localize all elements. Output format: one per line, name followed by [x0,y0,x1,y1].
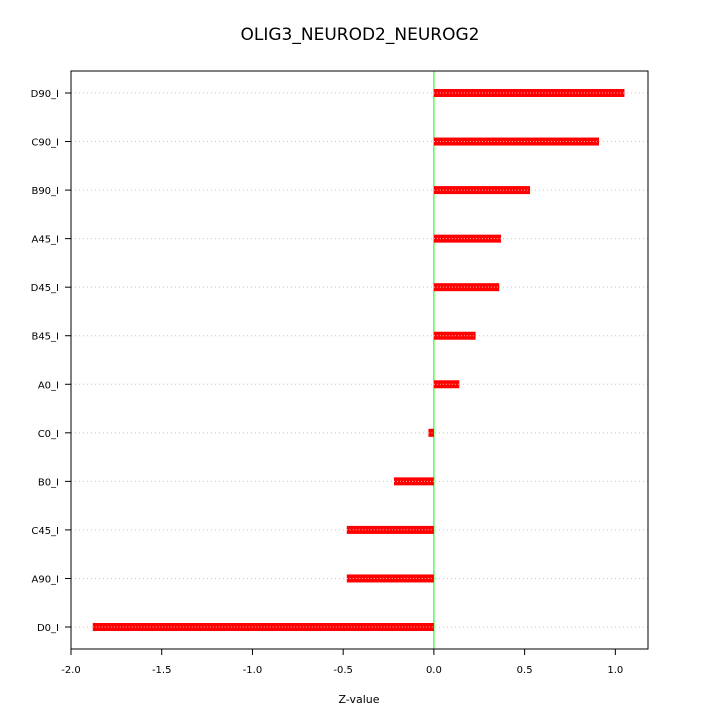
x-tick-label: -2.0 [61,665,81,676]
bar-A90_I [346,574,434,583]
y-tick-label: B0_I [38,477,59,488]
y-tick-label: C90_I [31,138,59,149]
y-tick-label: D45_I [31,283,59,294]
x-tick-label: 0.0 [426,665,442,676]
bar-C90_I [433,137,600,146]
grid-lines [71,92,648,628]
x-axis: -2.0 -1.5 -1.0 -0.5 0.0 0.5 1.0 [61,649,623,676]
y-tick-label: C45_I [31,526,59,537]
bar-B45_I [433,331,476,340]
x-tick-label: -1.5 [152,665,172,676]
bar-C0_I [428,428,434,437]
y-tick-label: B90_I [31,186,59,197]
x-tick-label: -0.5 [333,665,353,676]
x-axis-title: Z-value [338,693,379,706]
bar-D0_I [92,623,434,631]
plot-frame [70,70,649,650]
chart-title: OLIG3_NEUROD2_NEUROG2 [241,25,480,45]
bar-D90_I [433,89,625,97]
y-tick-label: D0_I [37,623,59,634]
y-tick-label: B45_I [31,332,59,343]
bar-B0_I [393,477,434,486]
y-tick-label: C0_I [38,429,59,440]
x-tick-label: -1.0 [243,665,263,676]
bars [92,89,625,631]
y-tick-label: A0_I [38,380,59,391]
y-tick-label: D90_I [31,89,59,100]
y-tick-label: A45_I [31,235,59,246]
bar-D45_I [433,283,500,292]
x-tick-label: 0.5 [517,665,533,676]
bar-C45_I [346,525,434,534]
x-tick-label: 1.0 [607,665,623,676]
y-axis: D90_I C90_I B90_I A45_I D45_I B45_I A0_I C0_I B0… [31,89,71,634]
y-tick-label: A90_I [31,574,59,585]
